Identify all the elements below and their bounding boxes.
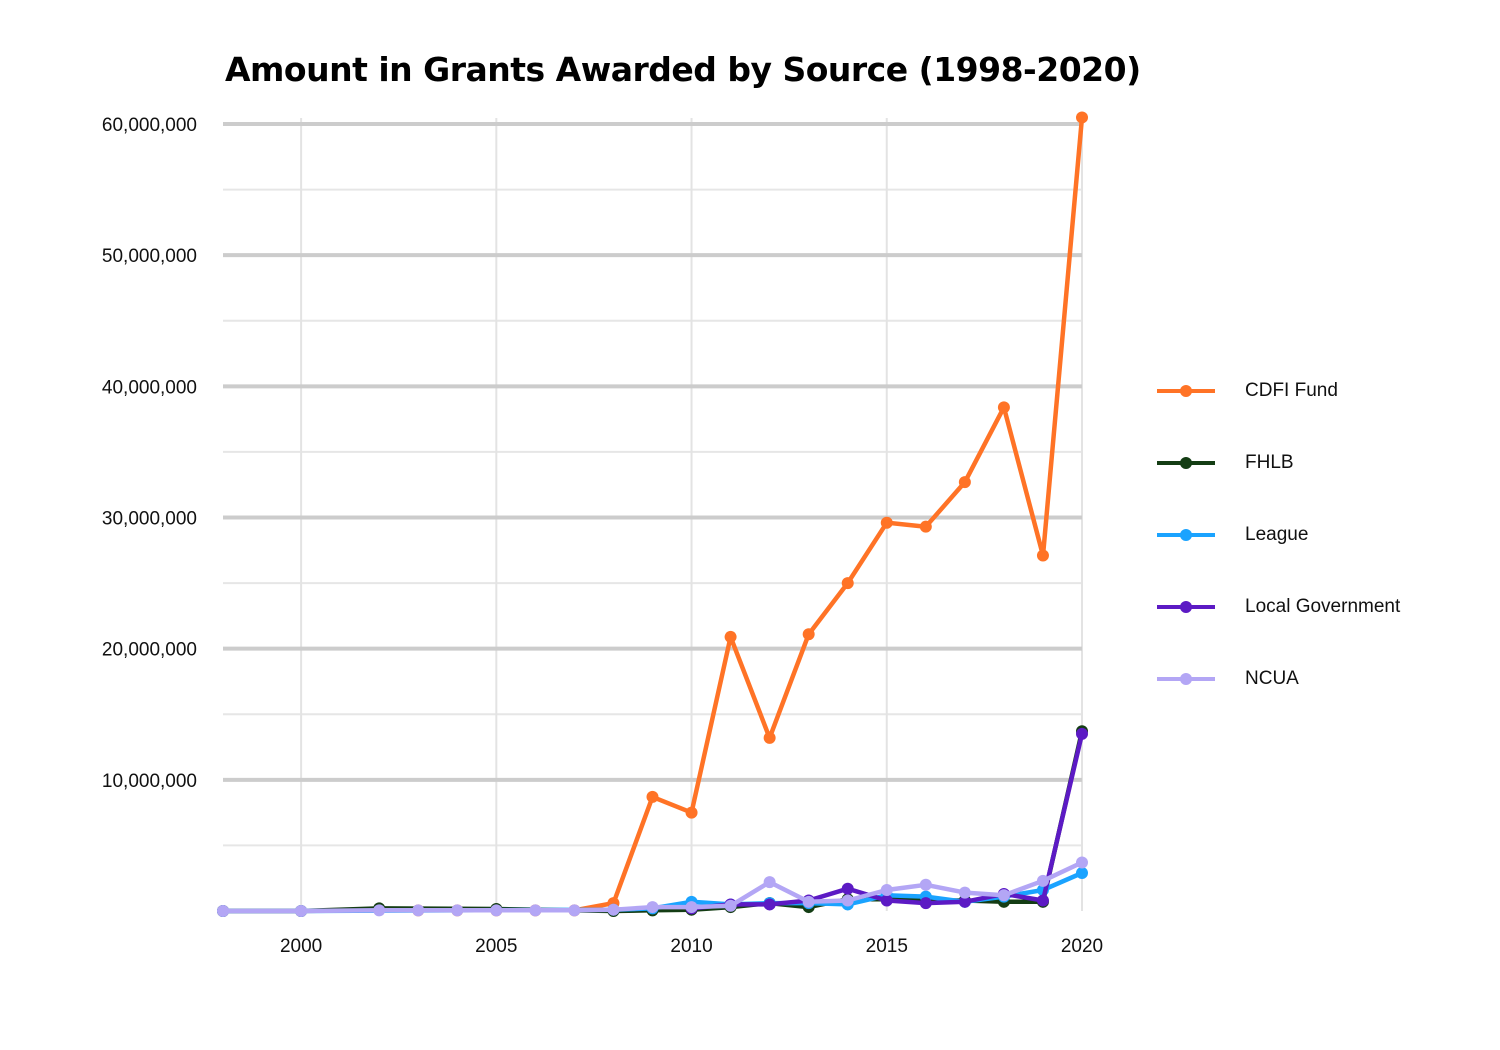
legend-label: Local Government bbox=[1245, 596, 1401, 617]
series-layer bbox=[217, 111, 1088, 917]
legend-swatch bbox=[1155, 525, 1217, 545]
series-fhlb bbox=[217, 725, 1088, 917]
data-point bbox=[1036, 549, 1049, 562]
legend-item: Local Government bbox=[1155, 571, 1400, 643]
data-point bbox=[646, 790, 659, 803]
data-point bbox=[724, 899, 737, 912]
data-point bbox=[841, 882, 854, 895]
y-tick-label: 20,000,000 bbox=[102, 640, 197, 661]
legend-label: CDFI Fund bbox=[1245, 380, 1338, 401]
legend-swatch bbox=[1155, 453, 1217, 473]
data-point bbox=[1036, 874, 1049, 887]
legend-item: CDFI Fund bbox=[1155, 355, 1400, 427]
x-tick-label: 2015 bbox=[866, 936, 908, 957]
data-point bbox=[1036, 894, 1049, 907]
data-point bbox=[802, 895, 815, 908]
legend-label: League bbox=[1245, 524, 1309, 545]
data-point bbox=[1076, 111, 1088, 124]
data-point bbox=[919, 897, 932, 910]
legend: CDFI Fund FHLB League Local Government NCUA bbox=[1155, 355, 1400, 715]
legend-item: FHLB bbox=[1155, 427, 1400, 499]
data-point bbox=[568, 904, 581, 917]
data-point bbox=[880, 894, 893, 907]
data-point bbox=[373, 904, 386, 917]
y-tick-label: 10,000,000 bbox=[102, 771, 197, 792]
data-point bbox=[763, 876, 776, 889]
data-point bbox=[841, 577, 854, 590]
legend-label: NCUA bbox=[1245, 668, 1299, 689]
data-point bbox=[1076, 856, 1088, 869]
axis-layer: 10,000,000 20,000,000 30,000,000 40,000,000… bbox=[102, 115, 1103, 957]
y-tick-label: 30,000,000 bbox=[102, 509, 197, 530]
data-point bbox=[724, 630, 737, 643]
data-point bbox=[490, 904, 503, 917]
x-tick-label: 2020 bbox=[1061, 936, 1103, 957]
data-point bbox=[1076, 727, 1088, 740]
data-point bbox=[529, 904, 542, 917]
data-point bbox=[295, 905, 308, 917]
x-tick-label: 2000 bbox=[280, 936, 322, 957]
data-point bbox=[919, 878, 932, 891]
data-point bbox=[880, 516, 893, 529]
y-tick-label: 60,000,000 bbox=[102, 115, 197, 136]
legend-item: League bbox=[1155, 499, 1400, 571]
legend-swatch bbox=[1155, 669, 1217, 689]
data-point bbox=[451, 904, 464, 917]
data-point bbox=[880, 884, 893, 897]
data-point bbox=[958, 476, 971, 489]
data-point bbox=[802, 628, 815, 641]
data-point bbox=[958, 895, 971, 908]
grid-layer bbox=[223, 118, 1083, 911]
x-tick-label: 2005 bbox=[475, 936, 517, 957]
data-point bbox=[958, 886, 971, 899]
data-point bbox=[685, 806, 698, 819]
data-point bbox=[217, 905, 229, 917]
data-point bbox=[763, 898, 776, 911]
chart-title: Amount in Grants Awarded by Source (1998… bbox=[225, 50, 1141, 89]
data-point bbox=[412, 904, 425, 917]
data-point bbox=[1076, 866, 1088, 879]
data-point bbox=[685, 901, 698, 914]
data-point bbox=[997, 401, 1010, 414]
y-tick-label: 50,000,000 bbox=[102, 246, 197, 267]
data-point bbox=[997, 889, 1010, 902]
data-point bbox=[607, 903, 620, 916]
data-point bbox=[646, 901, 659, 914]
series-line bbox=[220, 729, 1085, 914]
data-point bbox=[763, 731, 776, 744]
x-tick-label: 2010 bbox=[670, 936, 712, 957]
data-point bbox=[841, 894, 854, 907]
legend-swatch bbox=[1155, 597, 1217, 617]
series-ncua bbox=[217, 856, 1088, 917]
legend-label: FHLB bbox=[1245, 452, 1294, 473]
legend-item: NCUA bbox=[1155, 643, 1400, 715]
y-tick-label: 40,000,000 bbox=[102, 377, 197, 398]
series-cdfi-fund bbox=[217, 111, 1088, 917]
legend-swatch bbox=[1155, 381, 1217, 401]
data-point bbox=[919, 520, 932, 533]
